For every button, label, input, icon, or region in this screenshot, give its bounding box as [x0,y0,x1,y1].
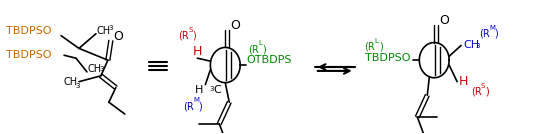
Text: (R: (R [248,44,259,54]
Text: S: S [481,83,485,89]
Text: M: M [194,97,199,103]
Text: (R: (R [184,101,194,111]
Text: 3: 3 [100,66,104,72]
Text: CH: CH [88,64,102,74]
Text: ): ) [485,86,489,96]
Text: 3: 3 [75,83,80,89]
Text: O: O [439,14,449,27]
Text: CH: CH [63,77,77,87]
Text: CH: CH [97,26,111,36]
Text: TBDPSO: TBDPSO [364,53,410,63]
Text: L: L [258,40,262,46]
Text: ): ) [193,31,196,41]
Text: O: O [230,19,240,32]
Text: H: H [195,85,203,94]
Text: (R: (R [364,41,376,51]
Text: ): ) [494,29,498,39]
Text: H: H [459,75,469,88]
Text: (R: (R [179,31,189,41]
Text: 3: 3 [475,43,479,49]
Text: 3: 3 [209,86,214,92]
Text: CH: CH [463,40,479,51]
Text: ): ) [262,44,266,54]
Text: ): ) [199,101,202,111]
Text: TBDPSO: TBDPSO [6,50,52,60]
Text: O: O [113,30,123,43]
Text: H: H [193,45,202,58]
Text: (R: (R [471,86,482,96]
Text: ): ) [379,41,383,51]
Text: TBDPSO: TBDPSO [6,26,52,36]
Text: 3: 3 [109,25,113,31]
Text: M: M [489,25,495,31]
Text: S: S [189,27,193,33]
Text: C: C [213,85,221,94]
Text: OTBDPS: OTBDPS [246,55,292,65]
Text: (R: (R [479,29,490,39]
Text: L: L [374,38,378,44]
